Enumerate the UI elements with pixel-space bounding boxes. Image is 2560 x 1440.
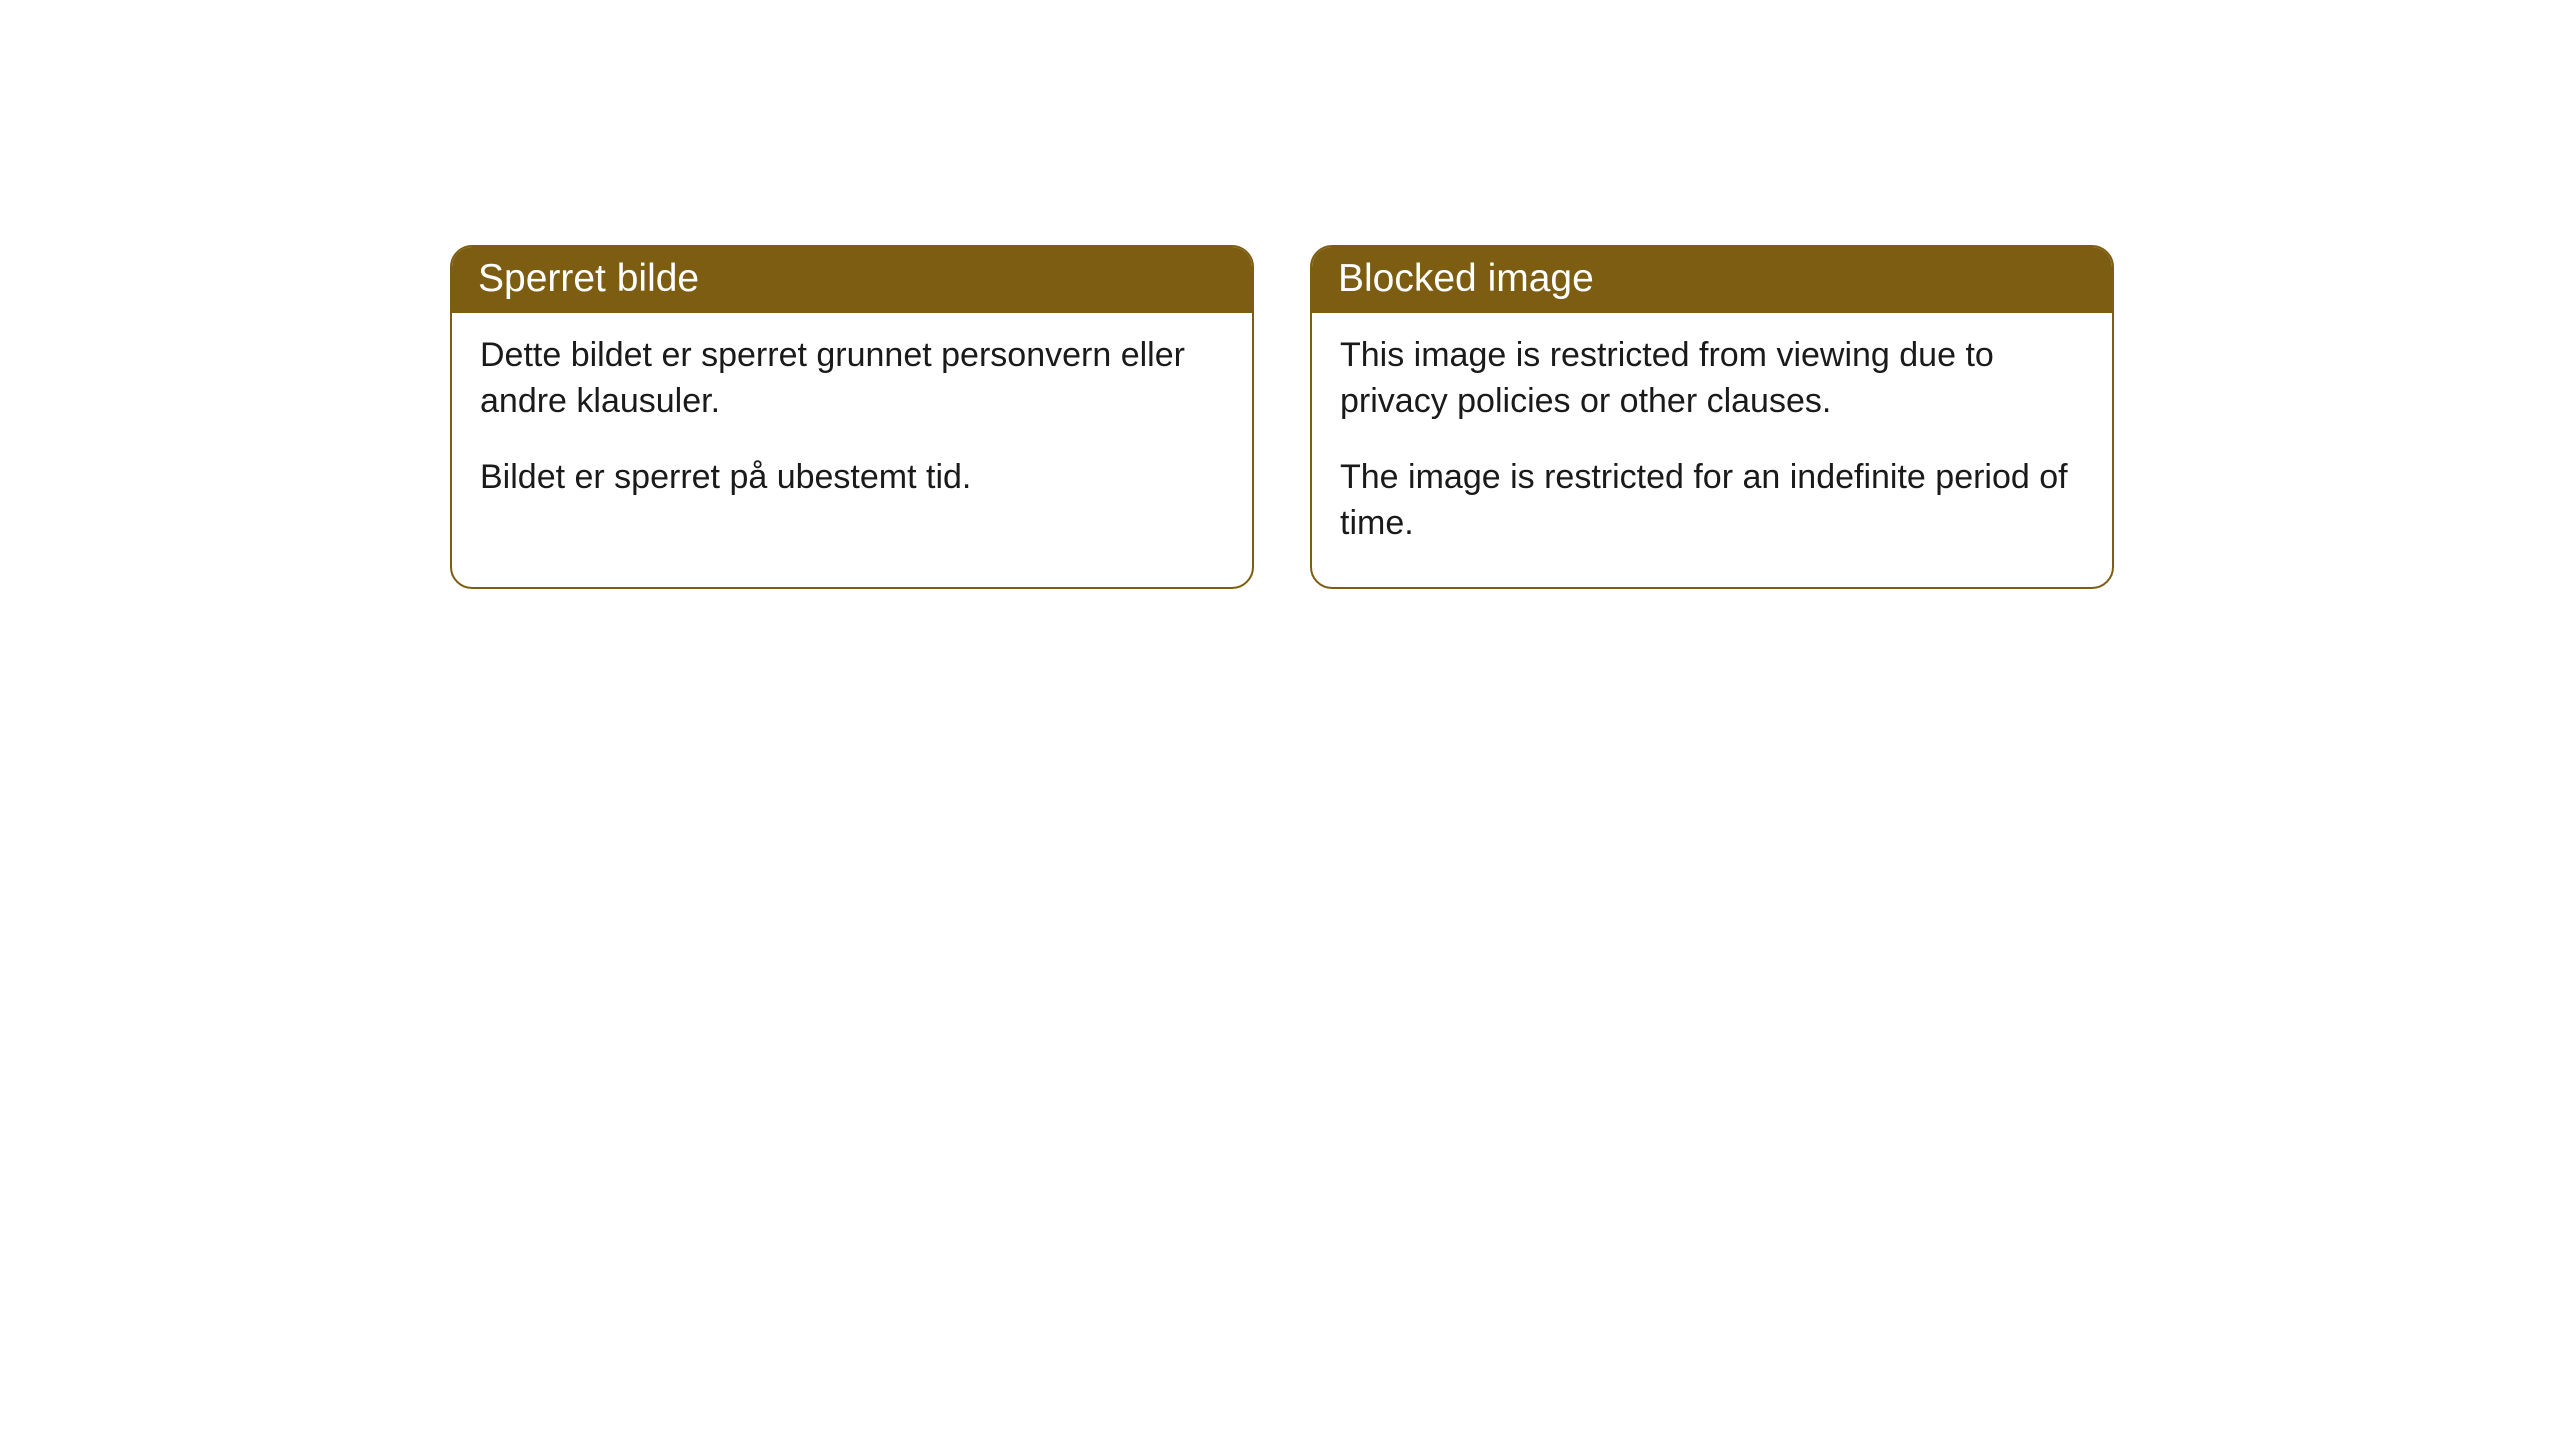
card-title-no: Sperret bilde (478, 257, 699, 300)
card-paragraph-en-1: This image is restricted from viewing du… (1340, 333, 2084, 425)
blocked-image-card-en: Blocked image This image is restricted f… (1310, 245, 2114, 589)
blocked-image-card-no: Sperret bilde Dette bildet er sperret gr… (450, 245, 1254, 589)
card-paragraph-no-1: Dette bildet er sperret grunnet personve… (480, 333, 1224, 425)
card-paragraph-no-2: Bildet er sperret på ubestemt tid. (480, 455, 1224, 501)
card-body-en: This image is restricted from viewing du… (1312, 313, 2112, 587)
card-header-en: Blocked image (1312, 247, 2112, 313)
card-paragraph-en-2: The image is restricted for an indefinit… (1340, 455, 2084, 547)
card-header-no: Sperret bilde (452, 247, 1252, 313)
card-title-en: Blocked image (1338, 257, 1594, 300)
notice-container: Sperret bilde Dette bildet er sperret gr… (0, 0, 2560, 589)
card-body-no: Dette bildet er sperret grunnet personve… (452, 313, 1252, 541)
